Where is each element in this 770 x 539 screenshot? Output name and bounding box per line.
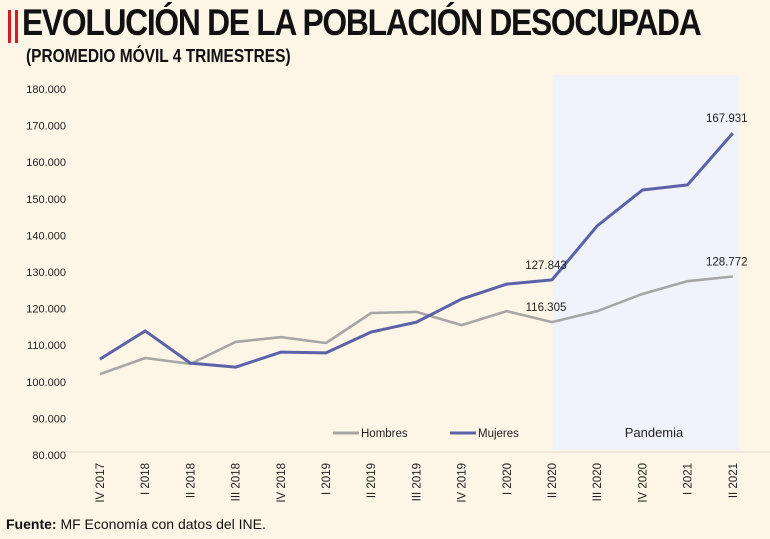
x-tick-label: IV 2018 bbox=[276, 463, 288, 503]
data-label: 128.772 bbox=[706, 256, 748, 268]
x-tick-label: III 2020 bbox=[592, 463, 604, 501]
legend-label-hombres: Hombres bbox=[361, 428, 408, 440]
x-tick-label: II 2019 bbox=[366, 463, 378, 498]
x-tick-label: IV 2019 bbox=[457, 463, 469, 503]
x-tick-label: I 2018 bbox=[140, 463, 152, 495]
chart-title: EVOLUCIÓN DE LA POBLACIÓN DESOCUPADA bbox=[22, 2, 702, 43]
source-label: Fuente: bbox=[6, 516, 57, 532]
x-tick-label: I 2021 bbox=[683, 463, 695, 495]
x-tick-label: IV 2017 bbox=[95, 463, 107, 503]
data-label: 167.931 bbox=[706, 113, 748, 125]
x-tick-label: II 2018 bbox=[185, 463, 197, 498]
pandemic-band bbox=[553, 75, 739, 450]
source-note: Fuente: MF Economía con datos del INE. bbox=[6, 516, 266, 532]
y-tick-label: 120.000 bbox=[26, 304, 66, 316]
y-tick-label: 80.000 bbox=[32, 450, 66, 462]
data-label: 116.305 bbox=[526, 302, 567, 314]
y-tick-label: 160.000 bbox=[26, 157, 66, 169]
x-tick-label: IV 2020 bbox=[637, 463, 649, 503]
y-tick-label: 100.000 bbox=[26, 377, 66, 389]
legend-label-mujeres: Mujeres bbox=[478, 428, 519, 440]
pandemic-label: Pandemia bbox=[625, 425, 684, 440]
x-tick-label: II 2020 bbox=[547, 463, 559, 498]
y-tick-label: 110.000 bbox=[27, 340, 66, 352]
y-tick-label: 140.000 bbox=[26, 230, 66, 242]
series-line-mujeres bbox=[99, 132, 734, 369]
x-tick-label: III 2019 bbox=[411, 463, 423, 501]
chart-subtitle: (PROMEDIO MÓVIL 4 TRIMESTRES) bbox=[26, 46, 291, 66]
y-tick-label: 170.000 bbox=[26, 121, 66, 133]
x-tick-label: II 2021 bbox=[728, 463, 740, 498]
y-tick-label: 180.000 bbox=[26, 84, 66, 96]
x-tick-label: I 2020 bbox=[502, 463, 514, 495]
title-accent-bars bbox=[8, 10, 18, 43]
y-tick-label: 150.000 bbox=[26, 194, 66, 206]
x-tick-label: I 2019 bbox=[321, 463, 333, 495]
data-label: 127.843 bbox=[525, 260, 567, 272]
y-tick-label: 130.000 bbox=[26, 267, 66, 279]
x-tick-label: III 2018 bbox=[231, 463, 243, 501]
series-line-hombres bbox=[99, 275, 733, 376]
y-tick-label: 90.000 bbox=[32, 413, 66, 425]
source-text: MF Economía con datos del INE. bbox=[56, 516, 266, 532]
